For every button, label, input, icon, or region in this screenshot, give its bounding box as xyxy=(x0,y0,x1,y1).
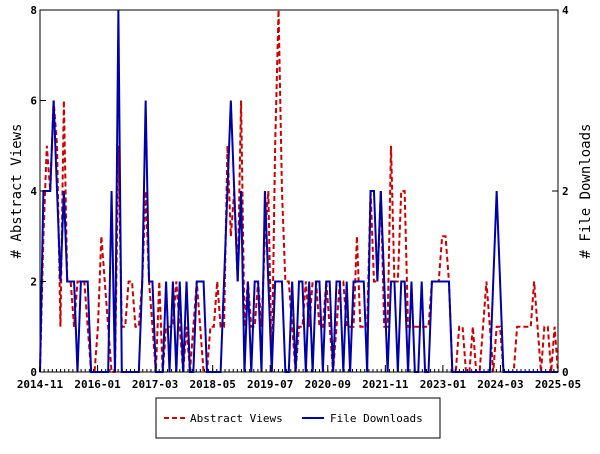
y-right-tick-label: 0 xyxy=(562,366,569,379)
x-tick-label: 2025-05 xyxy=(535,378,581,391)
legend-box xyxy=(155,397,441,439)
x-tick-label: 2017-03 xyxy=(132,378,178,391)
y-right-axis-title: # File Downloads xyxy=(578,124,594,259)
legend-label-file-downloads: File Downloads xyxy=(330,412,423,425)
x-tick-label: 2016-01 xyxy=(74,378,121,391)
series-layer xyxy=(39,9,559,373)
y-left-tick-label: 2 xyxy=(30,276,37,289)
x-tick-label: 2021-11 xyxy=(362,378,409,391)
y-left-tick-label: 6 xyxy=(30,95,37,108)
y-left-tick-label: 0 xyxy=(30,366,37,379)
legend-label-abstract-views: Abstract Views xyxy=(190,412,283,425)
x-tick-label: 2023-01 xyxy=(420,378,467,391)
axis-layer: 2014-11 2016-01 2017-03 2018-05 2019-07 2020-… xyxy=(17,4,581,391)
y-left-tick-label: 4 xyxy=(30,185,37,198)
x-tick-label: 2020-09 xyxy=(305,378,351,391)
legend: Abstract Views File Downloads xyxy=(155,397,441,439)
series-line-abstract-views xyxy=(39,9,559,373)
x-tick-label: 2018-05 xyxy=(189,378,235,391)
x-tick-label: 2024-03 xyxy=(477,378,523,391)
y-right-tick-label: 2 xyxy=(562,185,569,198)
x-tick-label: 2014-11 xyxy=(17,378,64,391)
y-left-tick-label: 8 xyxy=(30,4,37,17)
series-line-file-downloads xyxy=(39,9,558,373)
y-left-axis-title: # Abstract Views xyxy=(9,124,25,259)
y-right-tick-label: 4 xyxy=(562,4,569,17)
x-tick-label: 2019-07 xyxy=(247,378,293,391)
